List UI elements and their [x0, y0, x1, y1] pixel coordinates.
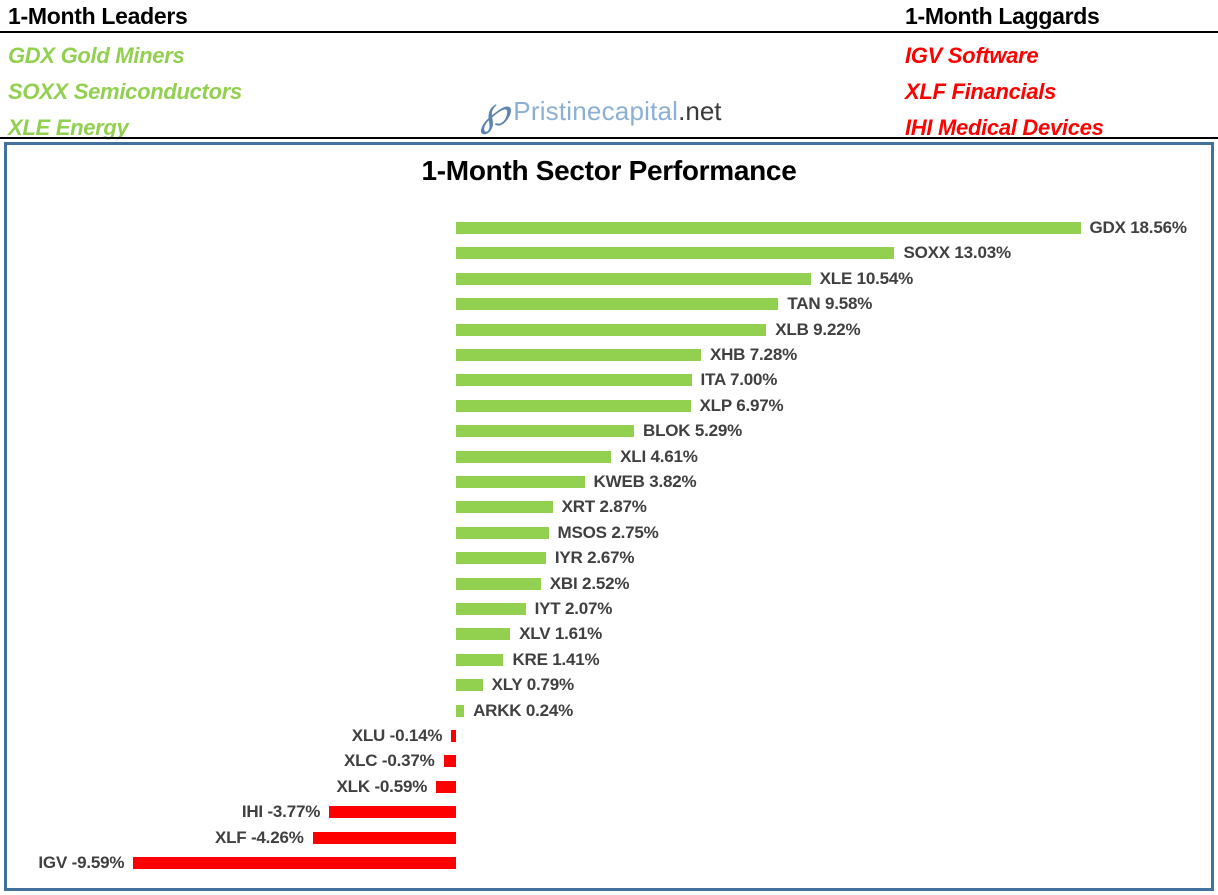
bar-igv — [133, 857, 456, 869]
bar-xlb — [456, 323, 767, 336]
bar-xly — [456, 679, 483, 692]
bar-label-ihi: IHI -3.77% — [241, 802, 321, 822]
bar-label-xlc: XLC -0.37% — [343, 751, 435, 771]
bar-label-xlk: XLK -0.59% — [336, 776, 428, 796]
laggards-title: 1-Month Laggards — [905, 3, 1100, 29]
bar-xli — [456, 450, 612, 463]
laggard-item: XLF Financials — [905, 79, 1057, 104]
bar-label-xlp: XLP 6.97% — [699, 395, 784, 415]
bar-label-xhb: XHB 7.28% — [709, 345, 797, 364]
bar-gdx — [456, 222, 1081, 234]
bar-label-iyr: IYR 2.67% — [554, 548, 635, 568]
bar-label-tan: TAN 9.58% — [787, 294, 873, 314]
leader-item: SOXX Semiconductors — [8, 79, 242, 104]
bar-msos — [456, 526, 549, 539]
bar-label-kweb: KWEB 3.82% — [593, 472, 697, 491]
chart-title: 1-Month Sector Performance — [421, 155, 797, 186]
bar-label-xbi: XBI 2.52% — [549, 573, 630, 593]
bar-label-soxx: SOXX 13.03% — [903, 243, 1011, 263]
bar-label-xly: XLY 0.79% — [491, 675, 575, 695]
bar-label-gdx: GDX 18.56% — [1089, 218, 1187, 237]
logo-brand-text: Pristinecapital — [513, 95, 679, 126]
bar-blok — [456, 425, 634, 438]
bar-label-xrt: XRT 2.87% — [561, 497, 647, 517]
bar-iyr — [456, 552, 546, 565]
header-divider-top — [0, 31, 1218, 33]
bar-label-iyt: IYT 2.07% — [534, 599, 613, 618]
leaders-list: GDX Gold Miners SOXX Semiconductors XLE … — [8, 38, 242, 146]
bar-label-xlv: XLV 1.61% — [519, 624, 603, 644]
bar-ita — [456, 374, 692, 387]
laggards-list: IGV Software XLF Financials IHI Medical … — [905, 38, 1104, 146]
bar-ihi — [329, 806, 456, 819]
site-logo: ℘ Pristinecapital .net — [480, 88, 722, 134]
bar-plot-area: GDX 18.56% SOXX 13.03% XLE 10.54% TAN 9.58%… — [7, 145, 1211, 888]
bar-label-xlb: XLB 9.22% — [775, 319, 861, 339]
bar-label-kre: KRE 1.41% — [512, 649, 600, 669]
bar-xlu — [451, 730, 456, 742]
laggard-item: IHI Medical Devices — [905, 115, 1104, 140]
bar-label-msos: MSOS 2.75% — [557, 522, 659, 542]
bar-label-xle: XLE 10.54% — [819, 268, 914, 288]
bar-xbi — [456, 577, 541, 590]
logo-monogram-icon: ℘ — [480, 86, 510, 135]
bar-xlv — [456, 628, 511, 641]
bar-label-xlf: XLF -4.26% — [214, 827, 304, 847]
bar-xlk — [436, 780, 456, 793]
bar-soxx — [456, 247, 895, 260]
bar-xlf — [312, 831, 456, 844]
logo-tld-text: .net — [678, 95, 722, 126]
bar-kre — [456, 653, 504, 666]
bar-iyt — [456, 603, 526, 615]
bar-label-ita: ITA 7.00% — [700, 370, 778, 390]
bar-label-xli: XLI 4.61% — [620, 446, 698, 466]
bar-xle — [456, 272, 811, 285]
sector-performance-chart: 1-Month Sector Performance GDX 18.56% SOX… — [4, 142, 1214, 891]
bar-tan — [456, 298, 779, 311]
bar-label-xlu: XLU -0.14% — [351, 726, 443, 745]
bar-label-blok: BLOK 5.29% — [643, 421, 743, 441]
header-divider-bottom — [0, 137, 1218, 139]
bar-kweb — [456, 476, 585, 488]
bar-xlc — [443, 755, 456, 768]
bar-xrt — [456, 501, 553, 514]
bar-label-arkk: ARKK 0.24% — [473, 700, 574, 720]
leaders-title: 1-Month Leaders — [8, 3, 188, 29]
bar-xhb — [456, 349, 701, 361]
leader-item: GDX Gold Miners — [8, 43, 185, 68]
bar-label-igv: IGV -9.59% — [38, 853, 125, 872]
laggard-item: IGV Software — [905, 43, 1039, 68]
bar-xlp — [456, 399, 691, 412]
leader-item: XLE Energy — [8, 115, 129, 140]
bar-arkk — [456, 704, 465, 717]
